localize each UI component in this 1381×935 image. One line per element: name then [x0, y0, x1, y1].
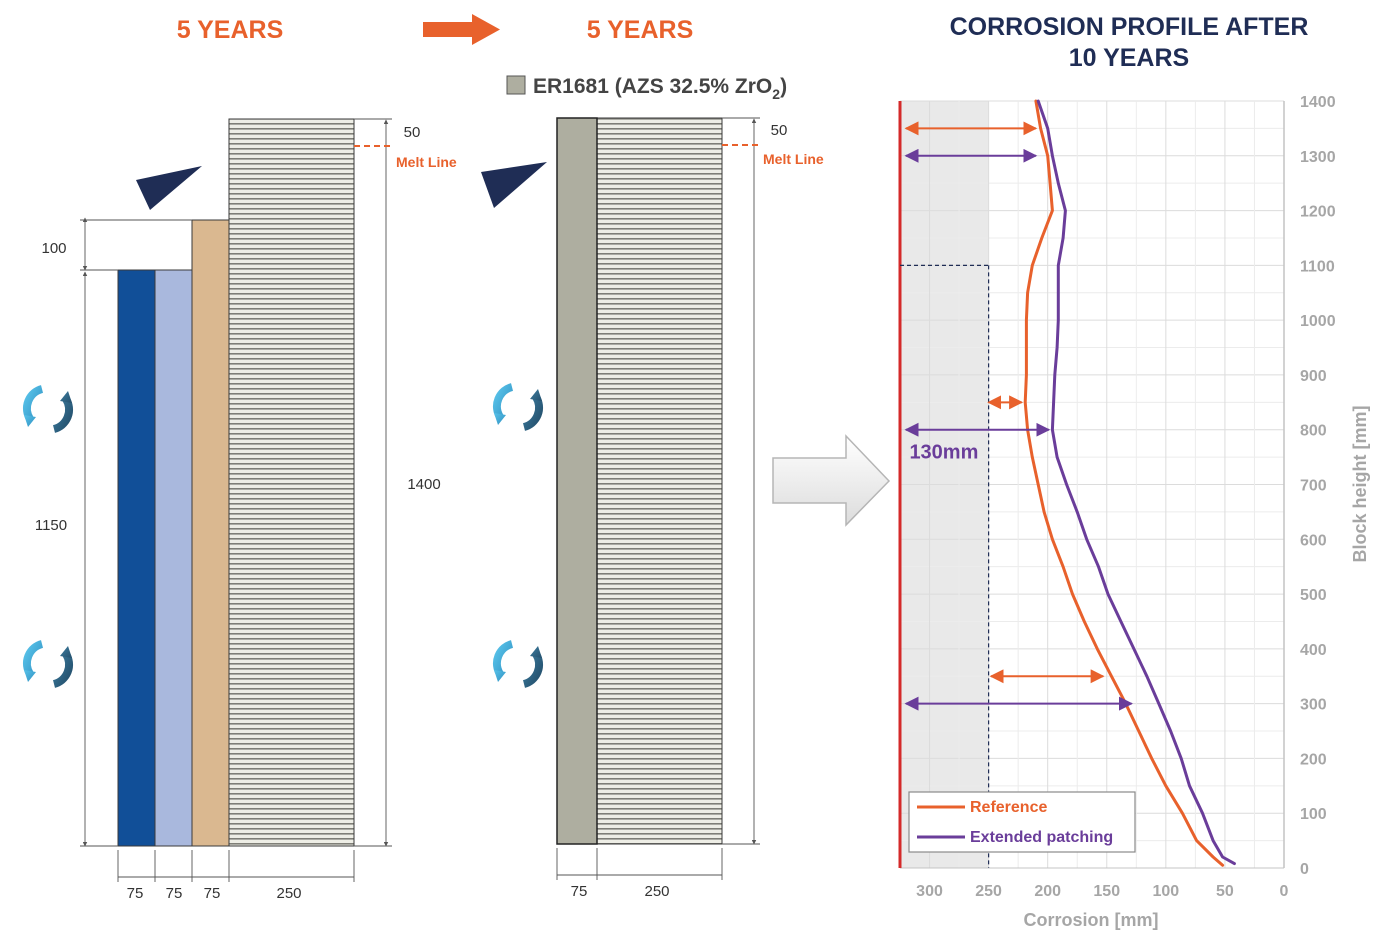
rotation-arrows-icon [494, 387, 542, 427]
triangle-marker-icon [481, 162, 547, 208]
left-panel-title: 5 YEARS [177, 16, 284, 44]
y-tick-label: 0 [1300, 861, 1309, 878]
y-tick-label: 1100 [1300, 258, 1335, 275]
legend-label-extended: Extended patching [970, 829, 1113, 846]
dim-width-3: 75 [204, 885, 221, 902]
y-tick-label: 100 [1300, 806, 1327, 823]
left-dimensions [80, 118, 392, 882]
series-extended-patching-line [1036, 99, 1236, 866]
right-arrow-icon [423, 14, 500, 45]
dashed-box [900, 264, 990, 868]
dim-top-gap-label: 50 [404, 124, 421, 141]
chart-series [1023, 99, 1236, 867]
middle-panel-title: 5 YEARS [587, 16, 694, 44]
dim-width-2: 75 [166, 885, 183, 902]
legend-label-reference: Reference [970, 799, 1047, 816]
dim-width-1: 75 [571, 883, 588, 900]
middle-dimensions [556, 117, 760, 880]
dim-width-1: 75 [127, 885, 144, 902]
chart-ticks: 0100200300400500600700800900100011001200… [916, 94, 1336, 900]
x-axis-title: Corrosion [mm] [1024, 910, 1159, 930]
y-tick-label: 900 [1300, 368, 1327, 385]
y-tick-label: 600 [1300, 532, 1327, 549]
x-tick-label: 50 [1216, 883, 1234, 900]
dim-width-4: 250 [276, 885, 301, 902]
dim-step-label: 100 [41, 240, 66, 257]
legend-swatch [506, 75, 526, 95]
dim-top-gap-label: 50 [771, 122, 788, 139]
left-block-diagram [117, 118, 355, 847]
x-tick-label: 150 [1093, 883, 1120, 900]
rotation-arrows-icon [494, 644, 542, 684]
layer-refractory-block [596, 117, 723, 845]
y-tick-label: 1000 [1300, 313, 1336, 330]
y-tick-label: 700 [1300, 478, 1327, 495]
melt-line-label-middle: Melt Line [763, 151, 824, 167]
y-axis-title: Block height [mm] [1350, 405, 1370, 562]
corrosion-profile-chart: 0100200300400500600700800900100011001200… [898, 94, 1370, 930]
y-tick-label: 1400 [1300, 94, 1336, 111]
y-tick-label: 1300 [1300, 149, 1336, 166]
annotation-130mm: 130mm [909, 442, 978, 464]
dim-patch-height-label: 1150 [35, 517, 67, 534]
y-tick-label: 800 [1300, 423, 1327, 440]
melt-line-label-left: Melt Line [396, 154, 457, 170]
y-tick-label: 500 [1300, 587, 1327, 604]
rotation-arrows-icon [24, 644, 72, 684]
x-tick-label: 100 [1152, 883, 1179, 900]
triangle-marker-icon [136, 166, 202, 210]
large-arrow-icon [772, 434, 891, 527]
y-tick-label: 400 [1300, 642, 1327, 659]
chart-arrows [904, 121, 1133, 711]
middle-block-diagram [556, 117, 723, 845]
x-tick-label: 250 [975, 883, 1002, 900]
chart-title-line-1: CORROSION PROFILE AFTER [950, 13, 1309, 41]
layer-er1681-patch [556, 117, 598, 845]
y-tick-label: 200 [1300, 751, 1327, 768]
series-reference-line [1023, 99, 1225, 867]
x-tick-label: 200 [1034, 883, 1061, 900]
chart-axes [898, 101, 1285, 869]
x-tick-label: 0 [1280, 883, 1289, 900]
legend-box [908, 791, 1136, 853]
dim-width-2: 250 [644, 883, 669, 900]
y-tick-label: 300 [1300, 697, 1327, 714]
rotation-arrows-icon [24, 389, 72, 429]
layer-light-blue [154, 269, 193, 847]
layer-refractory-block [228, 118, 355, 847]
layer-dark-blue [117, 269, 156, 847]
layer-tan [191, 219, 230, 847]
y-tick-label: 1200 [1300, 204, 1336, 221]
x-tick-label: 300 [916, 883, 943, 900]
chart-legend: Reference Extended patching [908, 791, 1136, 853]
chart-title-line-2: 10 YEARS [1069, 44, 1189, 72]
dim-total-height-label: 1400 [407, 476, 440, 493]
material-legend-label: ER1681 (AZS 32.5% ZrO2) [533, 75, 787, 102]
